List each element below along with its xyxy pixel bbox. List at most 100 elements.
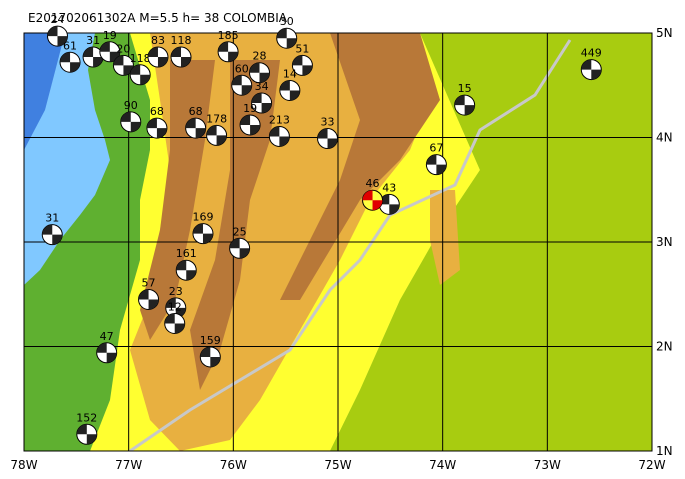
depth-label: 60 xyxy=(235,62,249,75)
event: 19 xyxy=(99,29,121,63)
event: 60 xyxy=(231,62,253,96)
depth-label: 178 xyxy=(206,112,227,125)
depth-label: 68 xyxy=(189,105,203,118)
depth-label: 20 xyxy=(116,42,130,55)
beachball-quadrant xyxy=(47,26,68,47)
event: 20 xyxy=(112,42,134,76)
depth-label: 15 xyxy=(458,82,472,95)
depth-label: 51 xyxy=(295,42,309,55)
event: 15 xyxy=(454,82,476,116)
x-tick-label: 76W xyxy=(220,458,247,472)
beachball-quadrant xyxy=(99,41,120,62)
depth-label: 14 xyxy=(283,67,297,80)
depth-label: 61 xyxy=(63,39,77,52)
depth-label: 19 xyxy=(243,102,257,115)
y-tick-label: 2N xyxy=(656,340,673,354)
event: 159 xyxy=(199,334,221,368)
main-event: 46 xyxy=(362,177,384,211)
beachball-quadrant xyxy=(176,260,197,281)
beachball-quadrant xyxy=(218,41,239,62)
event: 118 xyxy=(170,34,192,68)
beachball-quadrant xyxy=(42,224,63,245)
beachball-quadrant xyxy=(454,95,475,116)
beachball-quadrant xyxy=(185,118,206,139)
depth-label: 43 xyxy=(382,181,396,194)
beachball-quadrant xyxy=(60,52,81,73)
depth-label: 152 xyxy=(76,411,97,424)
x-tick-label: 78W xyxy=(10,458,37,472)
beachball-quadrant xyxy=(120,111,141,132)
beachball-quadrant xyxy=(276,28,297,49)
x-tick-label: 77W xyxy=(115,458,142,472)
y-tick-label: 1N xyxy=(656,444,673,458)
depth-label: 28 xyxy=(253,50,267,63)
deep-ocean xyxy=(24,33,65,150)
event: 30 xyxy=(276,15,298,49)
y-tick-label: 3N xyxy=(656,235,673,249)
event: 19 xyxy=(239,102,261,136)
event: 161 xyxy=(175,247,197,281)
event: 169 xyxy=(192,211,214,245)
event: 31 xyxy=(82,34,104,68)
border-line xyxy=(129,39,572,451)
beachball-quadrant xyxy=(279,80,300,101)
depth-label: 31 xyxy=(45,212,59,225)
beachball-quadrant xyxy=(240,114,261,135)
beachball-quadrant xyxy=(113,55,134,76)
depth-label: 90 xyxy=(124,99,138,112)
event: 67 xyxy=(425,142,447,176)
event: 118 xyxy=(129,52,151,86)
event: 28 xyxy=(249,50,270,84)
event: 47 xyxy=(96,330,118,364)
beachball-quadrant xyxy=(171,47,191,68)
event: 25 xyxy=(229,225,251,259)
beachball-quadrant xyxy=(130,64,151,85)
depth-label: 33 xyxy=(321,116,335,129)
map-frame xyxy=(23,32,653,452)
depth-label: 169 xyxy=(192,211,213,224)
depth-label: 161 xyxy=(176,247,197,260)
beachball-quadrant xyxy=(317,128,338,149)
event: 68 xyxy=(185,105,207,139)
beachball-quadrant xyxy=(229,238,250,259)
beachball-quadrant xyxy=(292,55,313,76)
event: 33 xyxy=(317,116,339,150)
beachball-quadrant xyxy=(96,342,117,363)
event: 12 xyxy=(164,301,186,335)
event: 178 xyxy=(206,112,228,146)
event: 449 xyxy=(580,47,602,81)
beachball-quadrant xyxy=(251,93,272,114)
beachball-quadrant xyxy=(165,297,186,318)
beachball-quadrant xyxy=(164,313,185,334)
depth-label: 159 xyxy=(200,334,221,347)
depth-label: 67 xyxy=(429,142,443,155)
beachball-quadrant xyxy=(76,424,97,445)
depth-label: 34 xyxy=(255,80,269,93)
beachball-quadrant xyxy=(206,125,227,146)
depth-label: 12 xyxy=(168,301,182,314)
beachball-quadrant xyxy=(83,47,104,68)
highlands xyxy=(430,190,460,285)
mountains xyxy=(190,60,280,390)
depth-label: 68 xyxy=(150,105,164,118)
depth-label: 213 xyxy=(269,113,290,126)
depth-label: 47 xyxy=(100,330,114,343)
depth-label: 24 xyxy=(50,13,64,26)
beachball-quadrant xyxy=(138,289,159,310)
beachball-quadrant xyxy=(231,75,252,96)
x-tick-label: 74W xyxy=(429,458,456,472)
event: 57 xyxy=(138,276,160,310)
event: 185 xyxy=(217,29,239,63)
depth-label: 57 xyxy=(142,276,156,289)
depth-label: 449 xyxy=(581,47,602,60)
y-tick-label: 4N xyxy=(656,131,673,145)
beachball-quadrant xyxy=(269,126,290,147)
depth-label: 25 xyxy=(233,225,247,238)
beachball-quadrant xyxy=(147,47,168,68)
event: 43 xyxy=(378,181,400,215)
event: 34 xyxy=(251,80,273,114)
beachball-quadrant xyxy=(146,118,167,139)
